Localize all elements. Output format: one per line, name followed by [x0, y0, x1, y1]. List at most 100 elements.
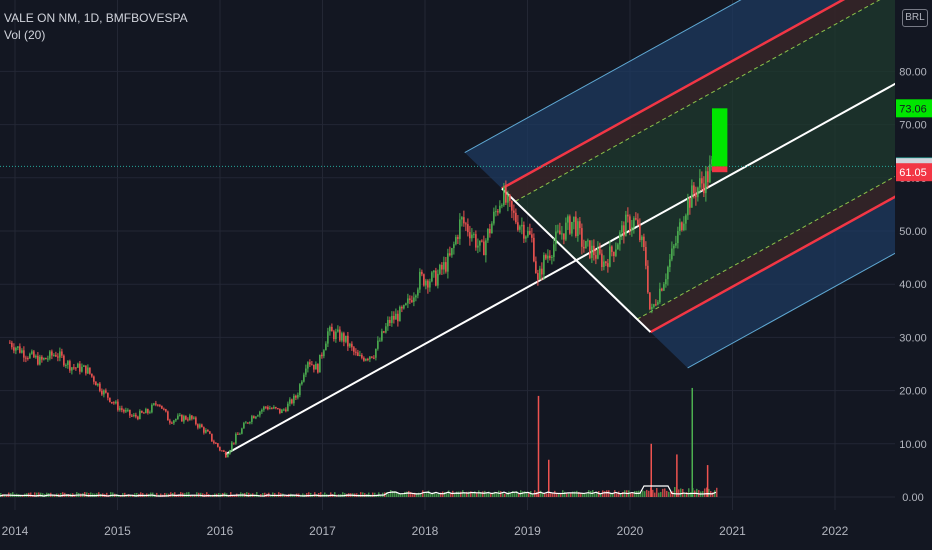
candle-body: [451, 248, 453, 256]
volume-bar: [630, 493, 632, 497]
volume-bar: [614, 490, 616, 497]
candle-body: [683, 223, 685, 231]
x-tick-label: 2015: [104, 524, 131, 538]
candle-body: [57, 356, 59, 358]
x-tick-label: 2017: [309, 524, 336, 538]
volume-bar: [234, 494, 236, 497]
pitchfork-outer-band-top: [464, 0, 843, 189]
volume-bar: [672, 491, 674, 497]
volume-bar: [398, 493, 400, 497]
candle-body: [569, 216, 571, 234]
candle-body: [491, 223, 493, 234]
candle-body: [639, 224, 641, 241]
volume-bar: [642, 490, 644, 497]
price-tag-bg: [896, 99, 932, 118]
candle-body: [217, 443, 219, 447]
volume-bar: [634, 490, 636, 497]
volume-bar: [450, 493, 452, 497]
candle-body: [53, 355, 55, 357]
volume-bar: [652, 489, 654, 497]
candle-body: [689, 198, 691, 208]
candle-body: [29, 353, 31, 359]
candle-body: [301, 381, 303, 385]
volume-bar: [510, 492, 512, 497]
candle-body: [91, 373, 93, 377]
volume-bar: [286, 494, 288, 497]
x-tick-label: 2014: [2, 524, 29, 538]
candle-body: [175, 418, 177, 421]
candle-body: [307, 362, 309, 369]
volume-bar: [196, 492, 198, 497]
candle-body: [575, 216, 577, 237]
candle-body: [637, 219, 639, 225]
volume-bar: [480, 492, 482, 497]
volume-bar: [390, 490, 392, 497]
candle-body: [83, 365, 85, 367]
candle-body: [155, 403, 157, 405]
candle-body: [519, 226, 521, 230]
volume-bar: [482, 491, 484, 497]
volume-bar: [444, 491, 446, 497]
volume-bar: [314, 492, 316, 497]
candle-body: [183, 416, 185, 422]
volume-bar: [232, 494, 234, 497]
candle-body: [395, 313, 397, 320]
candle-body: [421, 271, 423, 275]
candle-body: [599, 248, 601, 254]
candle-body: [653, 304, 655, 307]
volume-bar: [90, 492, 92, 497]
candle-body: [399, 306, 401, 322]
candle-body: [189, 415, 191, 421]
volume-bar: [262, 493, 264, 497]
candle-body: [279, 408, 281, 414]
candle-body: [681, 222, 683, 231]
volume-bar: [392, 490, 394, 497]
volume-bar: [494, 491, 496, 497]
candle-body: [345, 335, 347, 342]
volume-bar: [306, 493, 308, 497]
volume-bar: [608, 490, 610, 497]
candle-body: [185, 416, 187, 420]
candle-body: [177, 415, 179, 419]
volume-bar: [396, 492, 398, 497]
volume-ma-line: [0, 485, 717, 497]
volume-bar: [640, 492, 642, 497]
volume-bar: [436, 493, 438, 497]
currency-button[interactable]: BRL: [902, 9, 928, 27]
candle-body: [289, 399, 291, 404]
volume-bar: [432, 492, 434, 497]
volume-bar: [654, 492, 656, 497]
candle-body: [469, 232, 471, 239]
candle-body: [593, 245, 595, 256]
candle-body: [125, 410, 127, 412]
candle-body: [667, 267, 669, 280]
candle-body: [15, 347, 17, 351]
forecast-box-target: [712, 108, 728, 167]
volume-bar: [644, 491, 646, 497]
volume-bar: [478, 490, 480, 497]
volume-bar: [580, 493, 582, 497]
candle-body: [679, 222, 681, 232]
candle-body: [659, 288, 661, 303]
candle-body: [459, 219, 461, 239]
candle-body: [547, 255, 549, 259]
candle-body: [109, 397, 111, 402]
candle-body: [371, 356, 373, 358]
candle-body: [545, 255, 547, 259]
candle-body: [447, 253, 449, 272]
volume-bar: [264, 492, 266, 497]
volume-bar: [422, 490, 424, 497]
candle-body: [457, 237, 459, 239]
y-tick-label: 0.00: [902, 492, 923, 504]
volume-bar: [342, 492, 344, 497]
candle-body: [261, 409, 263, 412]
candle-body: [693, 185, 695, 194]
candle-body: [477, 245, 479, 248]
volume-bar: [170, 492, 172, 497]
candle-body: [105, 390, 107, 393]
volume-bar: [256, 492, 258, 497]
candle-body: [449, 253, 451, 256]
volume-bar: [302, 493, 304, 497]
volume-bar: [578, 491, 580, 497]
